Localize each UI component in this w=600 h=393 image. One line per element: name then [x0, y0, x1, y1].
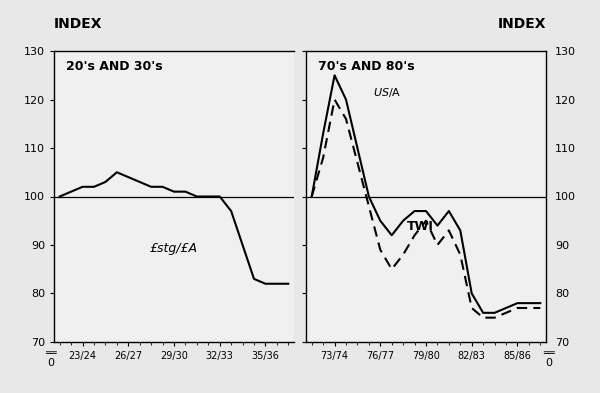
- Text: 20's AND 30's: 20's AND 30's: [66, 60, 163, 73]
- Text: ══: ══: [45, 348, 57, 358]
- Text: $US/$A: $US/$A: [373, 86, 401, 99]
- Text: 0: 0: [47, 358, 55, 367]
- Text: 0: 0: [545, 358, 553, 367]
- Text: INDEX: INDEX: [497, 17, 546, 31]
- Text: ══: ══: [543, 348, 555, 358]
- Text: TWI: TWI: [407, 220, 434, 233]
- Text: 70's AND 80's: 70's AND 80's: [318, 60, 415, 73]
- Text: £stg/£A: £stg/£A: [150, 242, 198, 255]
- Text: INDEX: INDEX: [54, 17, 103, 31]
